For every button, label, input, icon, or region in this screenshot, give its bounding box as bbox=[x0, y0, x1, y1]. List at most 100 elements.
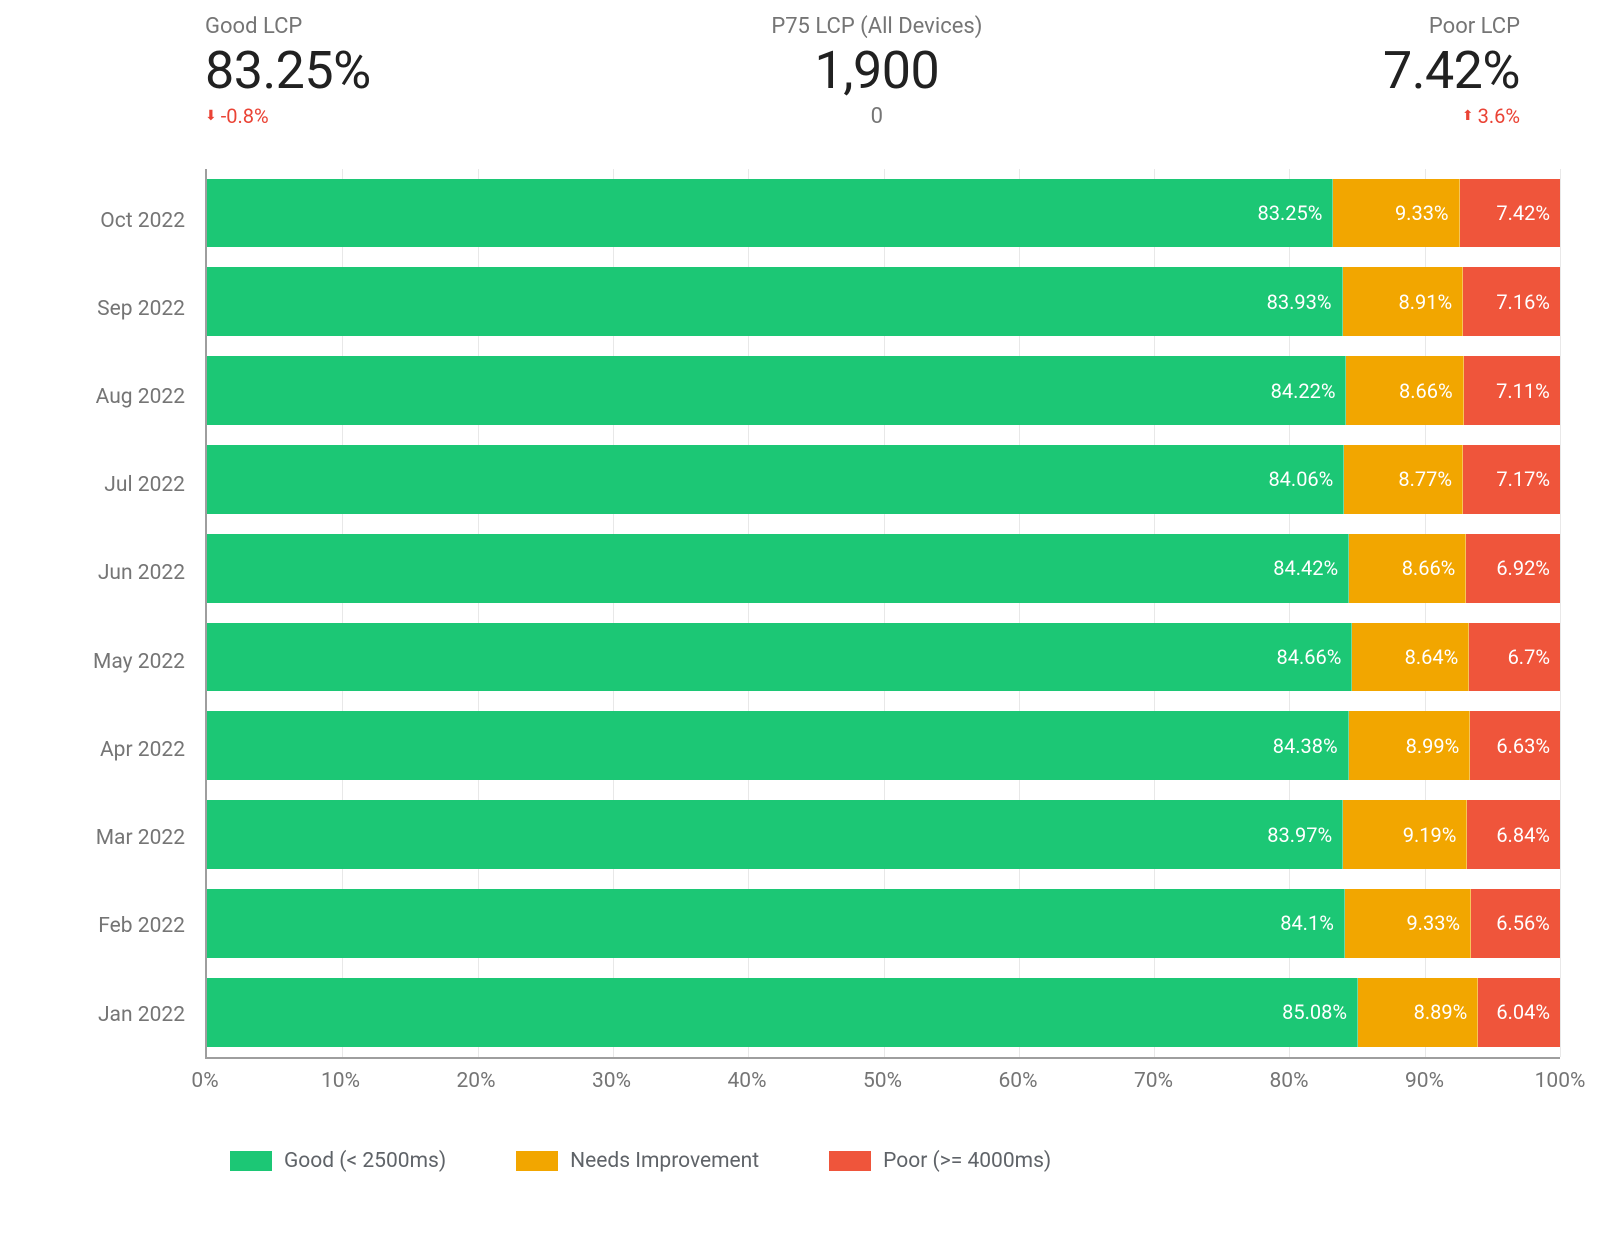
scorecard-label: Good LCP bbox=[205, 14, 302, 40]
bar-segment-poor: 7.17% bbox=[1463, 445, 1560, 514]
legend-swatch-good bbox=[230, 1151, 272, 1171]
legend-swatch-ni bbox=[516, 1151, 558, 1171]
bar-row: 84.38%8.99%6.63% bbox=[207, 701, 1560, 790]
y-axis-label: Sep 2022 bbox=[40, 265, 205, 353]
y-axis-label: Jul 2022 bbox=[40, 441, 205, 529]
stacked-bar: 84.22%8.66%7.11% bbox=[207, 356, 1560, 425]
x-axis-tick: 0% bbox=[191, 1069, 218, 1093]
bar-segment-poor: 6.92% bbox=[1466, 534, 1560, 603]
bar-row: 84.66%8.64%6.7% bbox=[207, 613, 1560, 702]
bar-row: 84.06%8.77%7.17% bbox=[207, 435, 1560, 524]
x-axis-tick: 80% bbox=[1270, 1069, 1309, 1093]
chart-plot-area: Oct 2022Sep 2022Aug 2022Jul 2022Jun 2022… bbox=[40, 169, 1560, 1059]
bar-segment-poor: 7.16% bbox=[1463, 267, 1560, 336]
bar-segment-good: 83.93% bbox=[207, 267, 1343, 336]
bars-container: 83.25%9.33%7.42%83.93%8.91%7.16%84.22%8.… bbox=[207, 169, 1560, 1057]
legend-label: Good (< 2500ms) bbox=[284, 1149, 446, 1173]
scorecard-value: 83.25% bbox=[205, 42, 371, 99]
x-axis-tick: 60% bbox=[999, 1069, 1038, 1093]
bar-segment-poor: 7.11% bbox=[1464, 356, 1560, 425]
scorecard-value: 1,900 bbox=[815, 42, 940, 99]
bar-segment-poor: 6.04% bbox=[1478, 978, 1560, 1047]
y-axis-label: Aug 2022 bbox=[40, 353, 205, 441]
bar-segment-ni: 8.77% bbox=[1344, 445, 1463, 514]
bar-segment-poor: 6.84% bbox=[1467, 800, 1560, 869]
scorecard-good-lcp: Good LCP 83.25% ⬇ -0.8% bbox=[40, 14, 371, 129]
x-axis-tick: 30% bbox=[592, 1069, 631, 1093]
scorecard-delta-text: 3.6% bbox=[1478, 104, 1520, 128]
stacked-bar: 84.42%8.66%6.92% bbox=[207, 534, 1560, 603]
bar-segment-ni: 9.33% bbox=[1345, 889, 1471, 958]
bar-segment-good: 85.08% bbox=[207, 978, 1358, 1047]
bar-segment-good: 84.22% bbox=[207, 356, 1346, 425]
bar-segment-good: 84.06% bbox=[207, 445, 1344, 514]
bar-segment-poor: 7.42% bbox=[1460, 179, 1560, 248]
bar-segment-good: 84.42% bbox=[207, 534, 1349, 603]
legend-label: Poor (>= 4000ms) bbox=[883, 1149, 1051, 1173]
legend-item-poor: Poor (>= 4000ms) bbox=[829, 1149, 1051, 1173]
stacked-bar: 84.06%8.77%7.17% bbox=[207, 445, 1560, 514]
legend-item-good: Good (< 2500ms) bbox=[230, 1149, 446, 1173]
scorecard-delta-text: -0.8% bbox=[221, 104, 269, 128]
bar-segment-ni: 9.33% bbox=[1333, 179, 1459, 248]
scorecard-row: Good LCP 83.25% ⬇ -0.8% P75 LCP (All Dev… bbox=[0, 0, 1600, 139]
scorecard-p75-lcp: P75 LCP (All Devices) 1,900 0 bbox=[371, 14, 1383, 129]
scorecard-delta: ⬆ 3.6% bbox=[1462, 104, 1520, 128]
scorecard-delta: ⬇ -0.8% bbox=[205, 104, 269, 128]
x-axis-tick: 10% bbox=[321, 1069, 360, 1093]
x-axis-tick: 50% bbox=[863, 1069, 902, 1093]
y-axis-label: Jun 2022 bbox=[40, 529, 205, 617]
bar-segment-ni: 8.66% bbox=[1346, 356, 1463, 425]
scorecard-poor-lcp: Poor LCP 7.42% ⬆ 3.6% bbox=[1383, 14, 1560, 129]
x-axis: 0%10%20%30%40%50%60%70%80%90%100% bbox=[205, 1059, 1560, 1099]
bar-segment-ni: 8.99% bbox=[1349, 711, 1471, 780]
bar-segment-good: 84.1% bbox=[207, 889, 1345, 958]
legend-swatch-poor bbox=[829, 1151, 871, 1171]
stacked-bar: 84.38%8.99%6.63% bbox=[207, 711, 1560, 780]
stacked-bar: 84.1%9.33%6.56% bbox=[207, 889, 1560, 958]
scorecard-delta-text: 0 bbox=[871, 104, 883, 129]
y-axis-label: Feb 2022 bbox=[40, 882, 205, 970]
y-axis-label: Jan 2022 bbox=[40, 970, 205, 1058]
y-axis-label: Oct 2022 bbox=[40, 177, 205, 265]
bar-segment-good: 84.38% bbox=[207, 711, 1349, 780]
arrow-up-icon: ⬆ bbox=[1462, 109, 1474, 123]
bar-row: 83.25%9.33%7.42% bbox=[207, 169, 1560, 258]
bar-segment-ni: 8.91% bbox=[1343, 267, 1464, 336]
bar-row: 84.42%8.66%6.92% bbox=[207, 524, 1560, 613]
x-axis-tick: 100% bbox=[1535, 1069, 1586, 1093]
x-axis-tick: 90% bbox=[1405, 1069, 1444, 1093]
scorecard-value: 7.42% bbox=[1383, 42, 1520, 99]
bar-row: 84.1%9.33%6.56% bbox=[207, 879, 1560, 968]
scorecard-label: P75 LCP (All Devices) bbox=[771, 14, 982, 40]
stacked-bar: 85.08%8.89%6.04% bbox=[207, 978, 1560, 1047]
lcp-distribution-chart: Oct 2022Sep 2022Aug 2022Jul 2022Jun 2022… bbox=[0, 139, 1600, 1099]
stacked-bar: 83.97%9.19%6.84% bbox=[207, 800, 1560, 869]
legend-label: Needs Improvement bbox=[570, 1149, 759, 1173]
bar-row: 83.93%8.91%7.16% bbox=[207, 257, 1560, 346]
bar-segment-ni: 8.64% bbox=[1352, 623, 1469, 692]
y-axis-labels: Oct 2022Sep 2022Aug 2022Jul 2022Jun 2022… bbox=[40, 169, 205, 1059]
legend: Good (< 2500ms) Needs Improvement Poor (… bbox=[0, 1099, 1600, 1173]
legend-item-needs-improvement: Needs Improvement bbox=[516, 1149, 759, 1173]
stacked-bar: 83.93%8.91%7.16% bbox=[207, 267, 1560, 336]
stacked-bar: 84.66%8.64%6.7% bbox=[207, 623, 1560, 692]
bar-segment-good: 83.25% bbox=[207, 179, 1333, 248]
bar-segment-poor: 6.56% bbox=[1471, 889, 1560, 958]
bar-segment-ni: 8.66% bbox=[1349, 534, 1466, 603]
bar-segment-ni: 8.89% bbox=[1358, 978, 1478, 1047]
bar-segment-ni: 9.19% bbox=[1343, 800, 1467, 869]
bar-row: 85.08%8.89%6.04% bbox=[207, 968, 1560, 1057]
x-axis-tick: 40% bbox=[728, 1069, 767, 1093]
x-axis-tick: 20% bbox=[457, 1069, 496, 1093]
y-axis-label: Apr 2022 bbox=[40, 706, 205, 794]
x-axis-tick: 70% bbox=[1134, 1069, 1173, 1093]
plot: 83.25%9.33%7.42%83.93%8.91%7.16%84.22%8.… bbox=[205, 169, 1560, 1059]
bar-row: 83.97%9.19%6.84% bbox=[207, 790, 1560, 879]
bar-segment-good: 84.66% bbox=[207, 623, 1352, 692]
x-axis-ticks: 0%10%20%30%40%50%60%70%80%90%100% bbox=[205, 1069, 1560, 1099]
arrow-down-icon: ⬇ bbox=[205, 109, 217, 123]
scorecard-label: Poor LCP bbox=[1429, 14, 1520, 40]
lcp-dashboard: Good LCP 83.25% ⬇ -0.8% P75 LCP (All Dev… bbox=[0, 0, 1600, 1236]
bar-segment-poor: 6.63% bbox=[1470, 711, 1560, 780]
